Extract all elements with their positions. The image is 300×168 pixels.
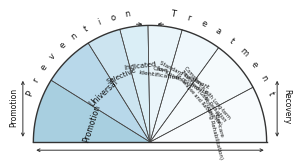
Text: o: o	[110, 12, 117, 23]
Polygon shape	[148, 25, 182, 142]
Polygon shape	[88, 29, 150, 142]
Text: Selective: Selective	[106, 67, 138, 85]
Text: P: P	[24, 89, 35, 97]
Text: Recovery: Recovery	[282, 89, 291, 125]
Text: e: e	[38, 63, 49, 72]
Text: Indicated: Indicated	[124, 61, 157, 71]
Text: Universal: Universal	[88, 77, 120, 108]
Text: t: t	[83, 24, 90, 33]
Text: a: a	[214, 26, 223, 37]
Text: T: T	[169, 9, 176, 19]
Text: v: v	[47, 51, 58, 61]
Polygon shape	[150, 87, 267, 142]
Text: r: r	[31, 76, 40, 84]
Text: Compliance with Long-term
Treatment (Goal: Reduction
in Relapse and Recurrence): Compliance with Long-term Treatment (Goa…	[175, 65, 231, 127]
Text: e: e	[58, 41, 68, 51]
Text: Standard Treatment
for Known Disorders: Standard Treatment for Known Disorders	[156, 60, 210, 95]
Text: Promotion: Promotion	[9, 88, 18, 127]
Polygon shape	[33, 80, 150, 142]
Text: t: t	[266, 90, 275, 97]
Polygon shape	[150, 48, 253, 142]
Text: After-care
(including Rehabilitation): After-care (including Rehabilitation)	[202, 91, 229, 160]
Text: e: e	[249, 60, 260, 70]
Text: t: t	[228, 37, 236, 46]
Polygon shape	[51, 43, 150, 142]
Polygon shape	[120, 25, 150, 142]
Polygon shape	[150, 30, 219, 142]
Text: Case
Identification: Case Identification	[139, 65, 181, 81]
Text: n: n	[69, 31, 79, 42]
Text: m: m	[238, 46, 250, 58]
Text: n: n	[124, 9, 131, 19]
Text: n: n	[258, 74, 268, 83]
Text: i: i	[97, 18, 102, 27]
Text: r: r	[185, 13, 191, 23]
Text: e: e	[200, 19, 208, 29]
Text: Promotion: Promotion	[82, 103, 103, 143]
